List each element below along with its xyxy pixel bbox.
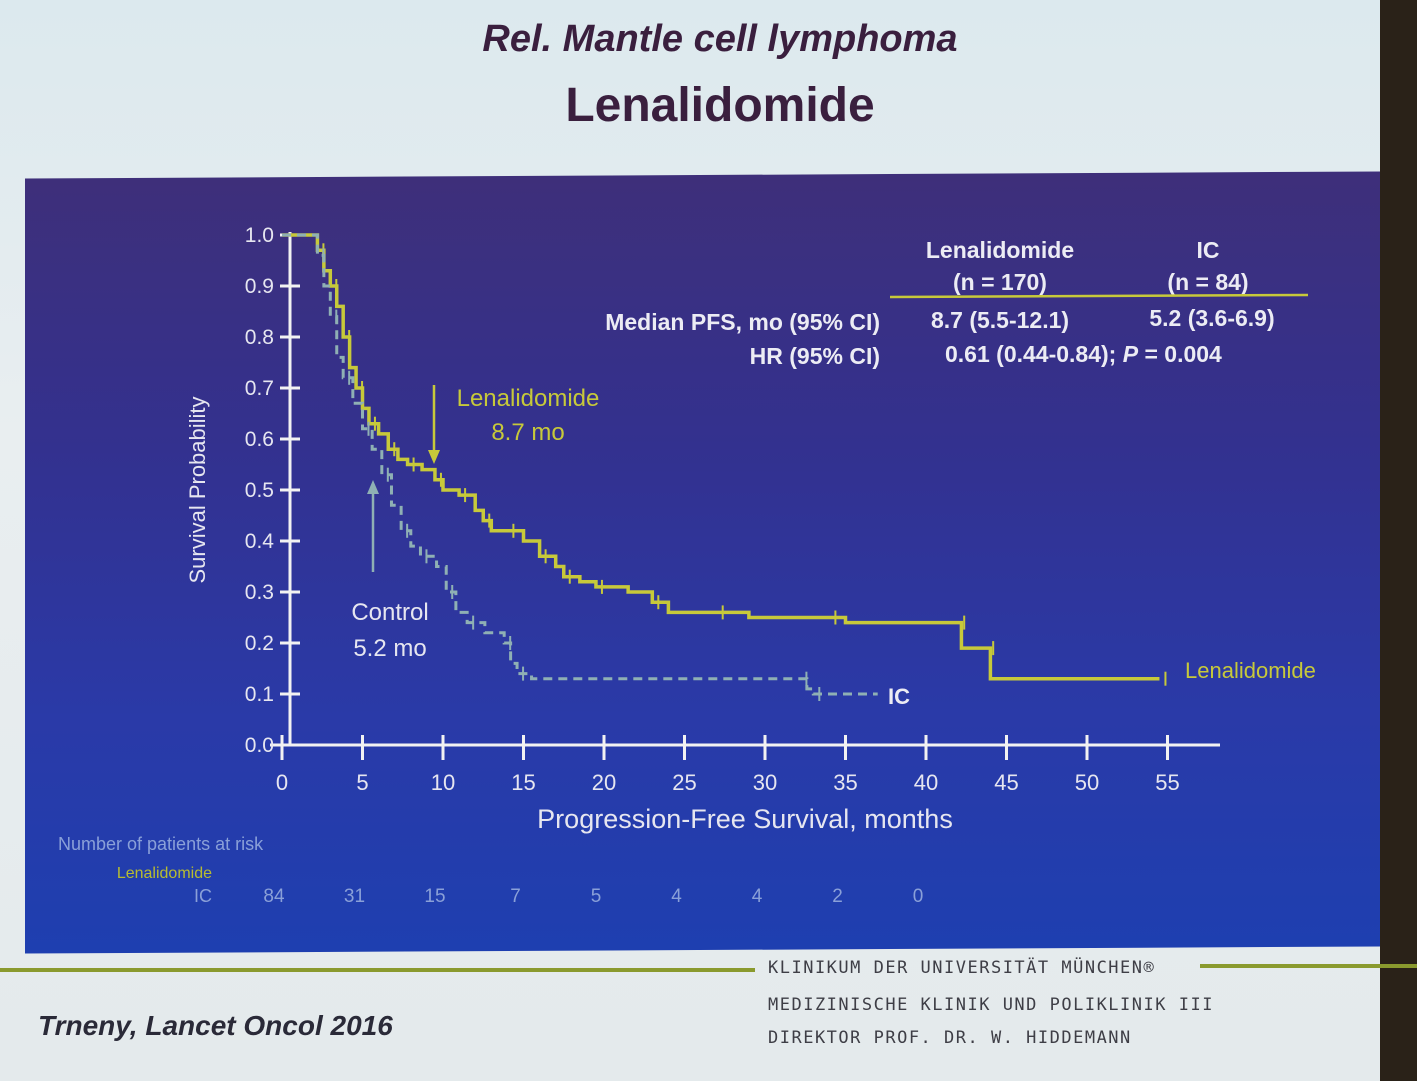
ctrl-median-value: 5.2 mo — [353, 635, 426, 662]
y-tick-label: 0.0 — [245, 734, 274, 757]
y-ticks: 0.0 0.1 0.2 0.3 0.4 0.5 0.6 0.7 0.8 0.9 1.0 — [245, 224, 300, 757]
series-line-ic — [282, 233, 878, 696]
risk-count: 31 — [344, 886, 365, 907]
risk-count: 4 — [752, 886, 763, 907]
len-end-label: Lenalidomide — [1185, 658, 1316, 683]
slide-subtitle: Lenalidomide — [565, 79, 875, 132]
risk-count: 2 — [832, 886, 843, 907]
y-tick-label: 0.9 — [245, 275, 274, 298]
x-tick-label: 35 — [833, 770, 857, 795]
stats-row1-label: Median PFS, mo (95% CI) — [605, 309, 880, 335]
x-axis-title: Progression-Free Survival, months — [537, 804, 953, 834]
risk-count: 15 — [424, 886, 445, 907]
footer-line-3: DIREKTOR PROF. DR. W. HIDDEMANN — [768, 1028, 1132, 1048]
risk-count: 7 — [510, 886, 521, 907]
stats-table: Lenalidomide (n = 170) IC (n = 84) Media… — [605, 237, 1309, 369]
len-median-label: Lenalidomide — [457, 385, 600, 412]
y-tick-label: 0.1 — [245, 683, 274, 706]
x-tick-label: 25 — [672, 770, 696, 795]
x-ticks: 0 5 10 15 20 25 30 35 40 45 50 55 — [276, 735, 1180, 795]
y-tick-label: 0.6 — [245, 428, 274, 451]
y-tick-label: 0.2 — [245, 632, 274, 655]
footer-rule-right — [1200, 964, 1417, 968]
risk-ic-counts: 84 31 15 7 5 4 4 2 0 — [263, 886, 923, 907]
y-tick-label: 0.3 — [245, 581, 274, 604]
x-tick-label: 15 — [511, 770, 535, 795]
stats-rule — [889, 293, 1309, 299]
km-chart: 0.0 0.1 0.2 0.3 0.4 0.5 0.6 0.7 0.8 0.9 1.0 0 5 10 15… — [58, 224, 1316, 907]
survival-curves — [282, 233, 1167, 701]
stats-row2-post: = 0.004 — [1138, 341, 1222, 367]
len-median-value: 8.7 mo — [491, 419, 564, 446]
x-tick-label: 30 — [753, 770, 777, 795]
risk-row-len-label: Lenalidomide — [117, 865, 212, 882]
stats-col1-n: (n = 170) — [953, 269, 1047, 295]
y-tick-label: 0.4 — [245, 530, 275, 553]
footer-line-2: MEDIZINISCHE KLINIK UND POLIKLINIK III — [768, 995, 1214, 1015]
stats-row2-label: HR (95% CI) — [750, 343, 880, 369]
risk-count: 0 — [913, 886, 924, 907]
x-tick-label: 20 — [592, 770, 616, 795]
stats-col1-header: Lenalidomide — [926, 237, 1074, 263]
y-tick-label: 0.7 — [245, 377, 274, 400]
y-tick-label: 1.0 — [245, 224, 274, 247]
stats-row2-pre: 0.61 (0.44-0.84); — [945, 341, 1123, 367]
y-tick-label: 0.8 — [245, 326, 274, 349]
y-tick-label: 0.5 — [245, 479, 274, 502]
chart-annotations: Lenalidomide 8.7 mo Control 5.2 mo IC Le… — [351, 385, 1316, 709]
slide-title: Rel. Mantle cell lymphoma — [482, 18, 958, 60]
x-tick-label: 55 — [1155, 770, 1179, 795]
risk-row-ic-label: IC — [194, 886, 212, 906]
ctrl-median-arrowhead — [367, 480, 379, 494]
stats-row2-value: 0.61 (0.44-0.84); P = 0.004 — [945, 341, 1222, 367]
risk-count: 5 — [591, 886, 602, 907]
footer-rule-left — [0, 968, 755, 972]
len-median-arrowhead — [428, 450, 440, 464]
x-tick-label: 40 — [914, 770, 938, 795]
x-tick-label: 10 — [431, 770, 455, 795]
risk-count: 4 — [671, 886, 682, 907]
risk-table: Number of patients at risk Lenalidomide … — [58, 834, 923, 907]
risk-table-title: Number of patients at risk — [58, 834, 264, 854]
y-axis-title: Survival Probability — [185, 396, 210, 583]
x-tick-label: 45 — [994, 770, 1018, 795]
ic-end-label: IC — [888, 684, 910, 709]
x-tick-label: 50 — [1075, 770, 1099, 795]
stats-row1-col2: 5.2 (3.6-6.9) — [1149, 305, 1274, 331]
x-tick-label: 5 — [356, 770, 368, 795]
stats-row1-col1: 8.7 (5.5-12.1) — [931, 307, 1069, 333]
stats-row2-p: P — [1123, 341, 1139, 367]
x-tick-label: 0 — [276, 770, 288, 795]
risk-count: 84 — [263, 886, 285, 907]
footer-line-1: KLINIKUM DER UNIVERSITÄT MÜNCHEN® — [768, 958, 1156, 978]
citation: Trneny, Lancet Oncol 2016 — [38, 1010, 393, 1041]
ctrl-median-label: Control — [351, 599, 428, 626]
stats-col2-n: (n = 84) — [1167, 269, 1248, 295]
stats-col2-header: IC — [1197, 237, 1220, 263]
